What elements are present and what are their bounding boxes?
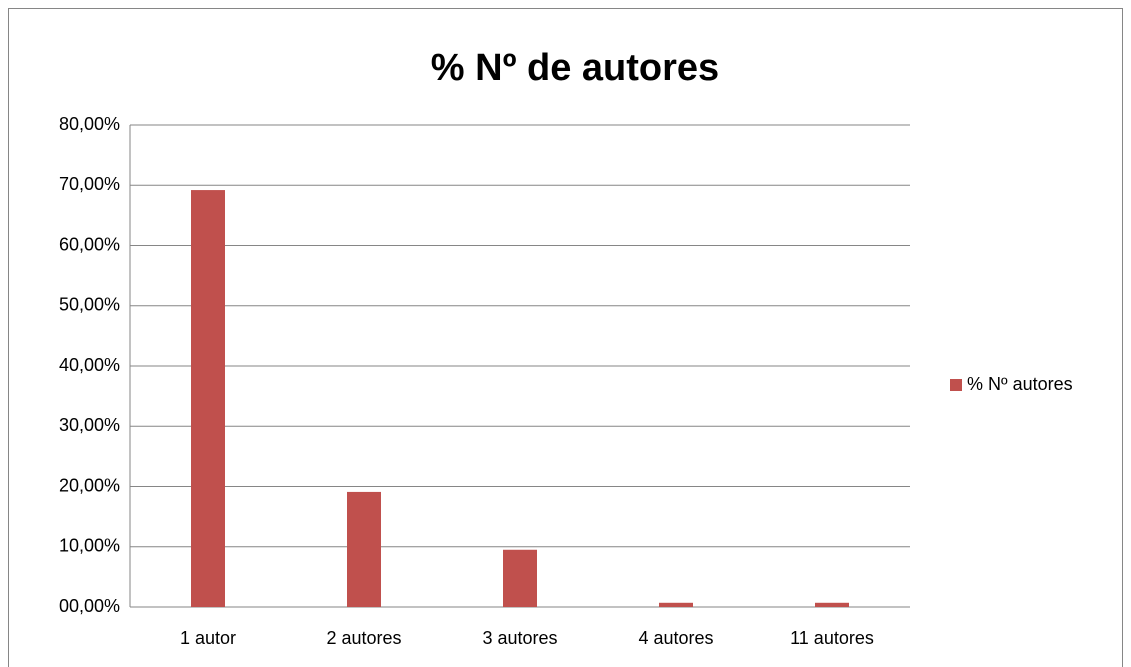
y-tick-label: 50,00% xyxy=(59,295,120,315)
y-tick-label: 00,00% xyxy=(59,596,120,616)
bar xyxy=(191,190,225,607)
chart-title: % Nº de autores xyxy=(431,47,719,89)
legend-label: % Nº autores xyxy=(967,374,1073,394)
x-tick-label: 3 autores xyxy=(482,628,557,648)
bar xyxy=(347,491,381,607)
y-tick-label: 10,00% xyxy=(59,536,120,556)
bar xyxy=(659,602,693,607)
x-tick-label: 4 autores xyxy=(638,628,713,648)
x-tick-label: 1 autor xyxy=(180,628,236,648)
chart-frame xyxy=(8,8,1123,667)
y-tick-label: 70,00% xyxy=(59,174,120,194)
legend-swatch xyxy=(950,379,962,391)
bar xyxy=(815,602,849,607)
x-tick-label: 2 autores xyxy=(326,628,401,648)
y-tick-label: 60,00% xyxy=(59,234,120,254)
bar xyxy=(503,549,537,607)
x-tick-label: 11 autores xyxy=(790,628,874,648)
y-tick-label: 30,00% xyxy=(59,415,120,435)
y-tick-label: 20,00% xyxy=(59,475,120,495)
y-tick-label: 40,00% xyxy=(59,355,120,375)
y-tick-label: 80,00% xyxy=(59,114,120,134)
